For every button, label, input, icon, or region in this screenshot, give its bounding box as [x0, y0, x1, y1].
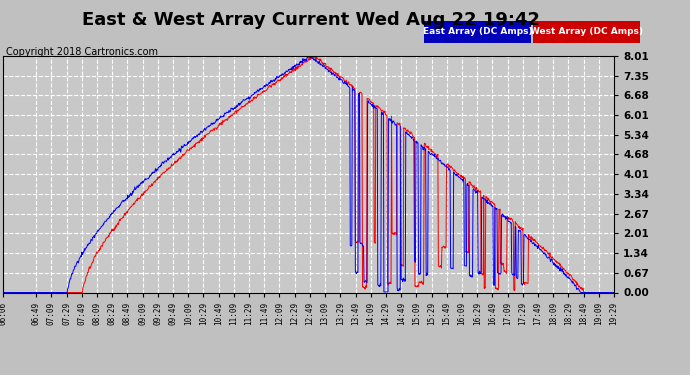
Text: East Array (DC Amps): East Array (DC Amps)	[423, 27, 533, 36]
Text: East & West Array Current Wed Aug 22 19:42: East & West Array Current Wed Aug 22 19:…	[81, 11, 540, 29]
Text: Copyright 2018 Cartronics.com: Copyright 2018 Cartronics.com	[6, 47, 157, 57]
Text: West Array (DC Amps): West Array (DC Amps)	[530, 27, 642, 36]
